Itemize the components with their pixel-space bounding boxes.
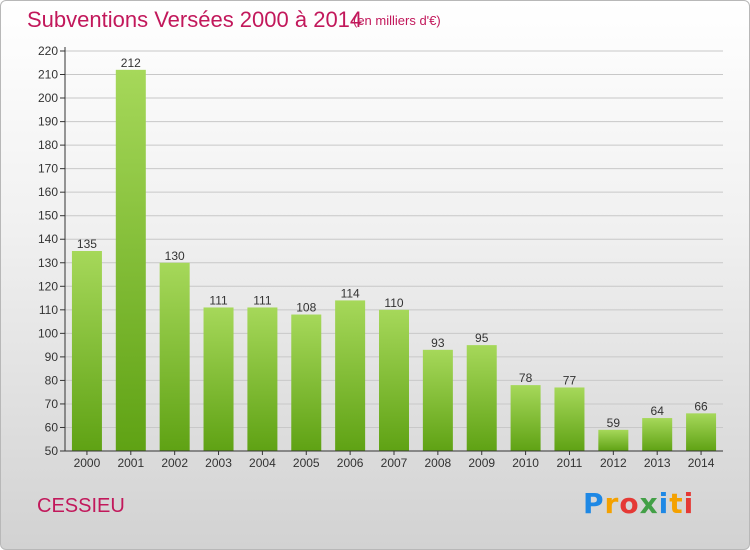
x-tick-label: 2002 [161, 456, 188, 470]
bar-value-label: 66 [694, 399, 708, 413]
y-tick-label: 80 [45, 373, 59, 387]
bar-value-label: 111 [253, 293, 272, 307]
y-tick-label: 190 [38, 115, 58, 129]
bar [686, 413, 717, 451]
bar-value-label: 111 [209, 293, 228, 307]
logo-letter: x [639, 487, 659, 520]
bar-value-label: 59 [607, 416, 621, 430]
x-tick-label: 2007 [381, 456, 408, 470]
chart-title: Subventions Versées 2000 à 2014 [27, 7, 363, 32]
bar-value-label: 95 [475, 331, 489, 345]
y-tick-label: 220 [38, 44, 58, 58]
x-tick-label: 2005 [293, 456, 320, 470]
bar [554, 387, 585, 451]
logo-letter: r [604, 487, 620, 520]
x-tick-label: 2010 [512, 456, 539, 470]
bar-value-label: 93 [431, 336, 445, 350]
bar-value-label: 114 [341, 286, 360, 300]
bar [335, 300, 366, 451]
bar [598, 429, 629, 451]
bar [422, 349, 453, 451]
y-tick-label: 180 [38, 138, 58, 152]
x-tick-label: 2011 [557, 456, 583, 470]
y-tick-label: 60 [45, 420, 59, 434]
y-tick-label: 210 [38, 68, 58, 82]
y-tick-label: 100 [38, 326, 58, 340]
x-tick-label: 2013 [644, 456, 671, 470]
bar [159, 262, 190, 451]
x-tick-label: 2009 [468, 456, 495, 470]
y-tick-label: 90 [45, 350, 59, 364]
logo-letter: i [683, 487, 695, 520]
x-tick-label: 2006 [337, 456, 364, 470]
bar [71, 251, 102, 451]
bar-value-label: 108 [296, 301, 316, 315]
y-tick-label: 170 [38, 162, 58, 176]
bar [642, 418, 673, 451]
x-tick-label: 2008 [425, 456, 452, 470]
y-tick-label: 160 [38, 185, 58, 199]
bar-value-label: 130 [165, 249, 185, 263]
y-tick-label: 110 [39, 303, 58, 317]
bar [510, 385, 541, 451]
x-tick-label: 2003 [205, 456, 232, 470]
bar [203, 307, 234, 451]
place-name: CESSIEU [37, 495, 125, 517]
logo-letter: P [583, 487, 605, 520]
bar [379, 309, 409, 451]
bar [291, 314, 322, 451]
bar [115, 69, 146, 451]
x-tick-label: 2014 [688, 456, 715, 470]
bar [247, 307, 278, 451]
bar-value-label: 77 [563, 373, 577, 387]
y-tick-label: 130 [38, 256, 58, 270]
y-tick-label: 120 [38, 279, 58, 293]
y-tick-label: 200 [38, 91, 58, 105]
y-tick-label: 150 [38, 209, 58, 223]
bar-value-label: 64 [651, 404, 665, 418]
y-tick-label: 50 [45, 444, 59, 458]
chart-unit-note: (en milliers d'€) [353, 13, 441, 28]
x-tick-label: 2004 [249, 456, 276, 470]
x-tick-label: 2012 [600, 456, 627, 470]
x-tick-label: 2000 [74, 456, 101, 470]
y-tick-label: 140 [38, 232, 58, 246]
logo-letter: o [619, 487, 640, 520]
logo-letter: i [658, 487, 670, 520]
x-tick-label: 2001 [117, 456, 144, 470]
bar-value-label: 110 [384, 296, 403, 310]
proxiti-logo: Proxiti [583, 487, 694, 520]
bar [466, 345, 497, 451]
bar-value-label: 212 [121, 56, 141, 70]
bar-value-label: 78 [519, 371, 533, 385]
y-tick-label: 70 [45, 397, 59, 411]
logo-letter: t [669, 487, 684, 520]
bar-value-label: 135 [77, 237, 97, 251]
